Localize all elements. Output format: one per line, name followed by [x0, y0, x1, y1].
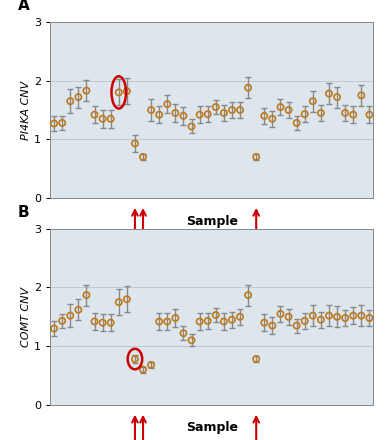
Point	[188, 123, 194, 130]
Point	[318, 110, 324, 117]
Point	[350, 111, 356, 118]
Point	[326, 312, 332, 319]
Point	[124, 296, 130, 303]
Point	[148, 361, 154, 368]
Point	[261, 112, 267, 119]
Point	[366, 111, 372, 118]
Point	[326, 90, 332, 97]
Point	[358, 312, 364, 319]
Point	[237, 313, 243, 320]
Point	[124, 88, 130, 95]
Point	[51, 325, 57, 332]
Point	[366, 315, 372, 322]
Point	[59, 119, 65, 126]
Point	[229, 316, 235, 323]
Point	[213, 103, 219, 110]
Point	[286, 313, 292, 320]
Point	[245, 292, 251, 299]
Point	[196, 318, 203, 325]
Point	[237, 106, 243, 114]
Point	[132, 140, 138, 147]
Text: A: A	[18, 0, 30, 13]
Point	[277, 103, 283, 110]
Point	[221, 318, 227, 325]
Point	[83, 292, 89, 299]
Point	[148, 106, 154, 114]
X-axis label: Sample: Sample	[186, 215, 238, 227]
Point	[92, 111, 98, 118]
Point	[245, 84, 251, 91]
Point	[99, 115, 105, 122]
Point	[156, 111, 162, 118]
Point	[310, 98, 316, 105]
X-axis label: Sample: Sample	[186, 422, 238, 434]
Point	[67, 98, 73, 105]
Point	[293, 322, 300, 329]
Point	[334, 313, 340, 320]
Point	[164, 318, 170, 325]
Point	[301, 317, 308, 324]
Point	[75, 94, 82, 101]
Point	[205, 110, 211, 117]
Point	[51, 120, 57, 127]
Point	[270, 322, 276, 329]
Point	[318, 316, 324, 323]
Point	[253, 154, 259, 161]
Point	[342, 110, 348, 117]
Point	[334, 94, 340, 101]
Point	[140, 366, 146, 373]
Point	[99, 319, 105, 326]
Point	[180, 330, 186, 337]
Point	[205, 317, 211, 324]
Point	[229, 106, 235, 114]
Point	[107, 115, 114, 122]
Point	[342, 315, 348, 322]
Point	[172, 315, 179, 322]
Point	[213, 312, 219, 319]
Point	[221, 110, 227, 117]
Point	[261, 319, 267, 326]
Point	[253, 356, 259, 363]
Point	[293, 119, 300, 126]
Point	[116, 299, 122, 306]
Point	[196, 111, 203, 118]
Point	[140, 154, 146, 161]
Point	[172, 110, 179, 117]
Point	[188, 337, 194, 344]
Point	[310, 312, 316, 319]
Y-axis label: COMT CNV: COMT CNV	[21, 287, 31, 347]
Point	[92, 318, 98, 325]
Point	[67, 312, 73, 319]
Point	[107, 319, 114, 326]
Point	[83, 87, 89, 94]
Y-axis label: PI4KA CNV: PI4KA CNV	[21, 81, 31, 139]
Point	[59, 317, 65, 324]
Text: B: B	[18, 205, 29, 220]
Point	[270, 115, 276, 122]
Point	[277, 310, 283, 317]
Point	[132, 356, 138, 363]
Point	[350, 312, 356, 319]
Point	[301, 110, 308, 117]
Point	[156, 318, 162, 325]
Point	[286, 106, 292, 114]
Point	[75, 306, 82, 313]
Point	[164, 101, 170, 108]
Point	[116, 89, 122, 96]
Point	[180, 112, 186, 119]
Point	[358, 92, 364, 99]
